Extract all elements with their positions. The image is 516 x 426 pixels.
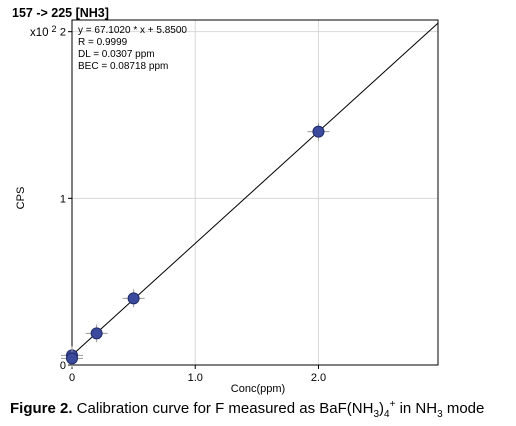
x-tick-label: 0 [69, 372, 75, 384]
caption-text-d: mode [442, 400, 485, 417]
fit-line [71, 22, 439, 356]
data-points [61, 122, 330, 368]
caption-sup-1: + [389, 399, 396, 410]
y-multiplier: x10 2 [30, 24, 57, 39]
fit-line-group [71, 22, 439, 356]
x-axis-label: Conc(ppm) [231, 383, 285, 395]
point-marker [312, 125, 325, 138]
data-point [122, 289, 145, 308]
axes: 0 1.0 2.0 0 1 2 [60, 19, 439, 384]
y-axis-label: CPS [15, 187, 27, 210]
y-tick-label: 2 [60, 27, 66, 39]
data-point [307, 122, 330, 141]
figure-caption: Figure 2. Calibration curve for F measur… [10, 399, 484, 420]
data-point [61, 349, 83, 368]
y-multiplier-exp: 2 [52, 24, 57, 34]
y-tick-label: 1 [60, 193, 66, 205]
caption-label: Figure 2. [10, 400, 73, 417]
point-marker [127, 292, 140, 305]
y-multiplier-base: x10 [30, 27, 49, 39]
grid [72, 20, 438, 365]
chart-header: 157 -> 225 [NH3] [12, 6, 109, 20]
fit-stat-line: R = 0.9999 [78, 37, 128, 48]
plot-frame [71, 19, 439, 366]
caption-sub-2: 4 [384, 409, 390, 420]
fit-stat-line: y = 67.1020 * x + 5.8500 [78, 25, 187, 36]
fit-stat-line: BEC = 0.08718 ppm [78, 61, 168, 72]
y-tick-label: 0 [60, 360, 66, 372]
point-marker [66, 352, 78, 365]
x-tick-label: 2.0 [311, 372, 326, 384]
fit-stat-line: DL = 0.0307 ppm [78, 49, 155, 60]
caption-text-b: ) [379, 400, 385, 417]
caption-text-c: in NH [395, 400, 438, 417]
caption-sub-1: 3 [373, 409, 380, 420]
point-marker [90, 327, 103, 340]
caption-text-a: Calibration curve for F measured as BaF(… [72, 400, 374, 417]
x-tick-label: 1.0 [188, 372, 203, 384]
caption-sub-3: 3 [437, 409, 443, 420]
data-point [85, 324, 108, 343]
